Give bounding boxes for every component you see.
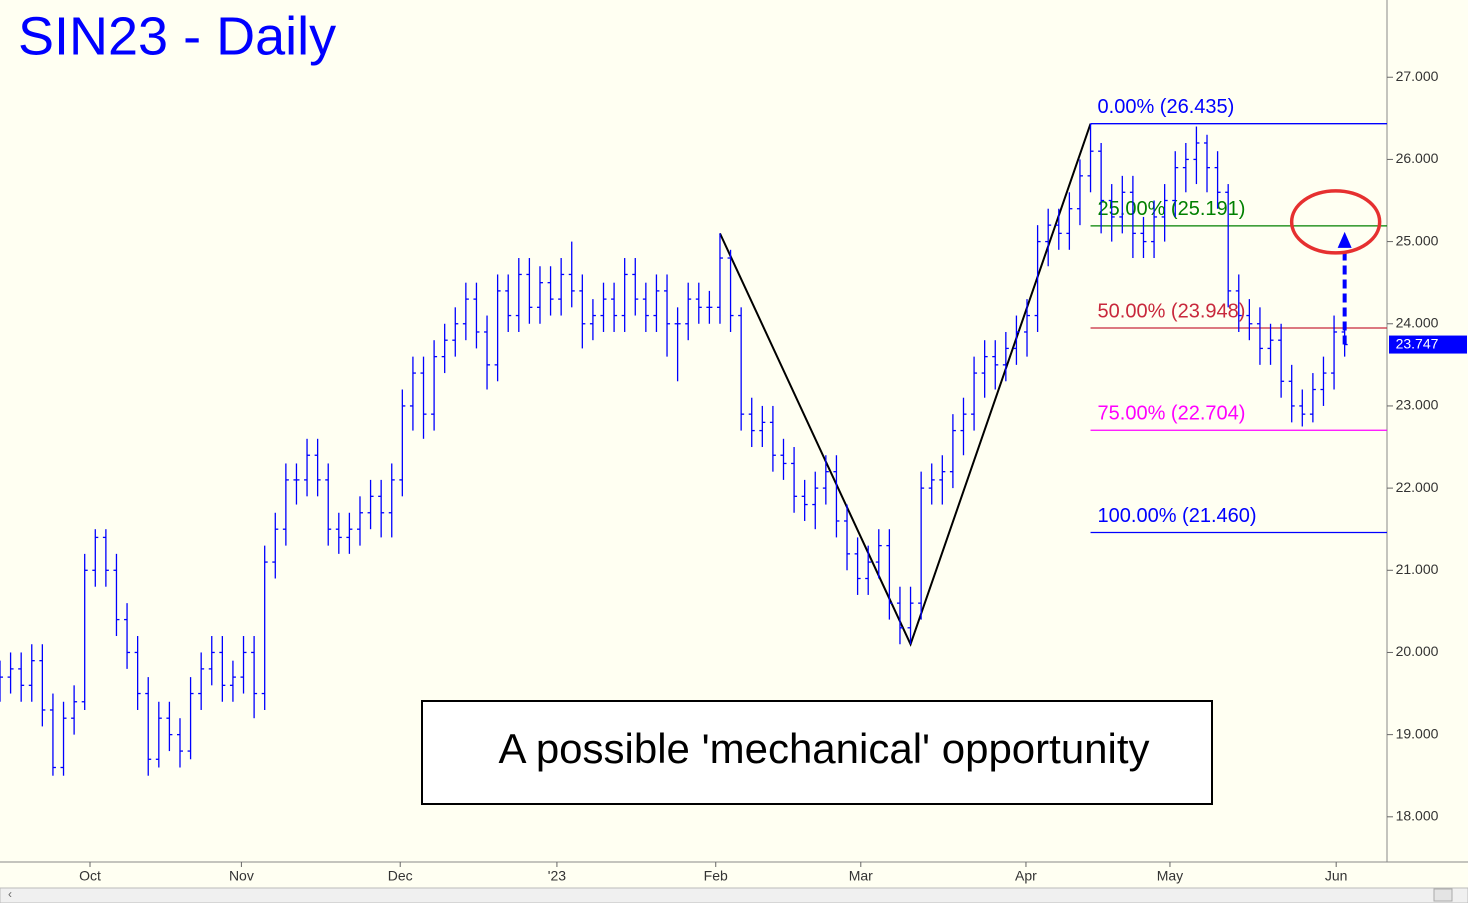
y-tick-label: 20.000 [1396,643,1439,659]
y-tick-label: 27.000 [1396,68,1439,84]
level-label: 25.00% (25.191) [1098,198,1246,220]
y-tick-label: 24.000 [1396,314,1439,330]
level-label: 75.00% (22.704) [1098,403,1246,425]
scrollbar[interactable] [0,887,1468,903]
y-tick-label: 19.000 [1396,725,1439,741]
annotation: A possible 'mechanical' opportunity [498,725,1149,772]
last-price-label: 23.747 [1396,335,1439,351]
level-label: 100.00% (21.460) [1098,505,1257,527]
x-tick-label: Oct [79,868,101,884]
y-tick-label: 22.000 [1396,479,1439,495]
scroll-thumb[interactable] [1433,888,1453,902]
x-tick-label: Feb [704,868,728,884]
y-tick-label: 23.000 [1396,397,1439,413]
x-tick-label: Dec [388,868,413,884]
y-tick-label: 18.000 [1396,808,1439,824]
y-tick-label: 26.000 [1396,150,1439,166]
last-price-box [1389,335,1467,354]
target-circle [1289,189,1382,255]
x-tick-label: Jun [1325,868,1348,884]
price-bars [0,123,1348,776]
level-label: 50.00% (23.948) [1098,300,1246,322]
x-tick-label: May [1157,868,1183,884]
x-tick-label: Nov [229,868,254,884]
chart-title: SIN23 - Daily [18,6,336,66]
y-tick-label: 25.000 [1396,232,1439,248]
x-tick-label: '23 [548,868,566,884]
x-tick-label: Mar [849,868,873,884]
level-label: 0.00% (26.435) [1098,96,1235,118]
x-tick-label: Apr [1015,868,1037,884]
scroll-left[interactable]: ‹ [8,887,12,901]
annotation-box [421,700,1213,805]
y-tick-label: 21.000 [1396,561,1439,577]
arrow-head [1337,231,1352,248]
